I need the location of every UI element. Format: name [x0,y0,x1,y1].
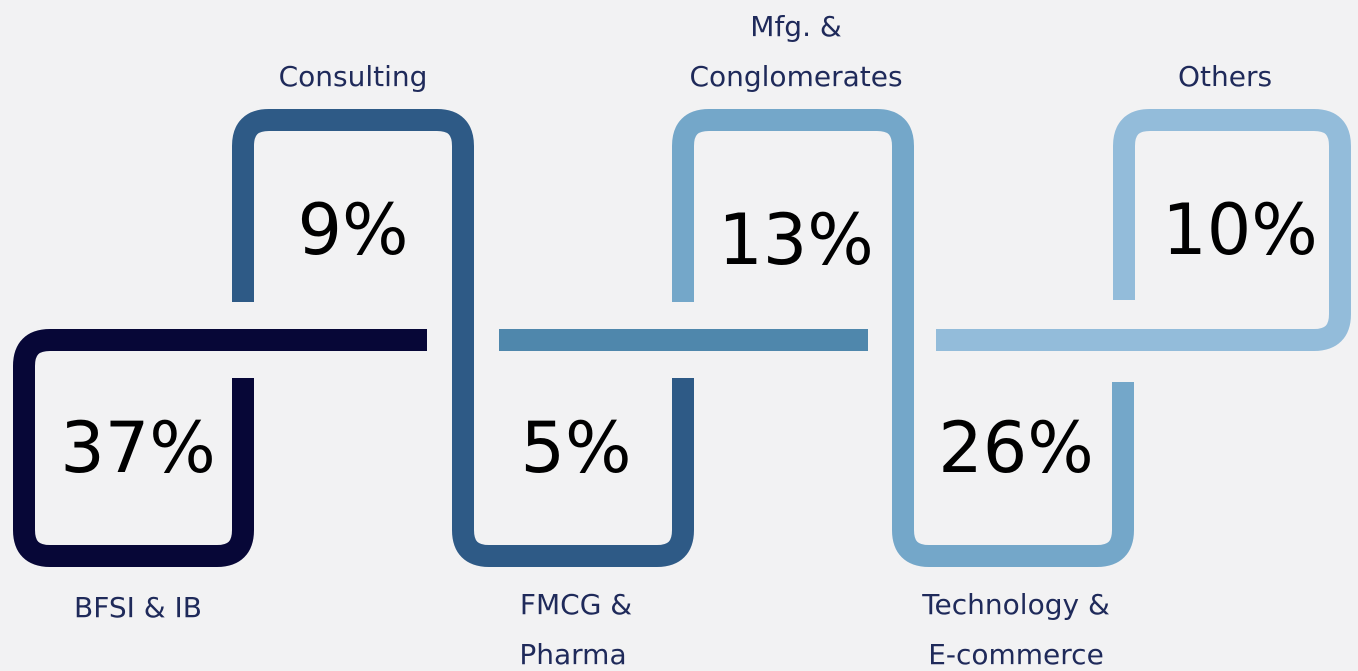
value: 9% [297,189,408,271]
value: 37% [60,407,216,489]
band-consulting [232,109,694,567]
value: 13% [718,199,874,281]
value: 10% [1162,189,1318,271]
band-bfsi [13,329,427,567]
label: Consulting [279,60,428,93]
label: Pharma [519,638,626,671]
label: FMCG & [520,588,632,621]
label: Mfg. & [750,10,841,43]
label: Others [1178,60,1272,93]
band-mfg [672,109,1134,567]
value: 26% [938,407,1094,489]
label: BFSI & IB [74,591,202,624]
label: Technology & [921,588,1110,621]
label: E-commerce [928,638,1104,671]
value: 5% [520,407,631,489]
band-others [936,109,1351,351]
label: Conglomerates [689,60,902,93]
